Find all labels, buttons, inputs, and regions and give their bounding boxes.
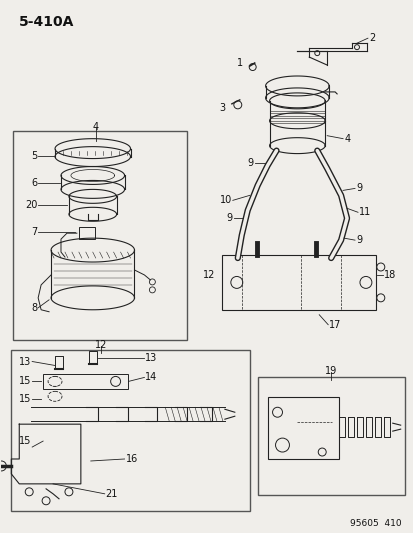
Text: 9: 9: [355, 183, 361, 193]
Bar: [11, 350, 249, 511]
Text: 4: 4: [93, 122, 99, 132]
Text: 10: 10: [219, 196, 231, 205]
Circle shape: [318, 448, 325, 456]
Bar: [221, 255, 375, 310]
Text: 13: 13: [145, 352, 157, 362]
Text: 3: 3: [219, 103, 225, 113]
Circle shape: [272, 407, 282, 417]
Text: 11: 11: [358, 207, 370, 217]
Circle shape: [25, 488, 33, 496]
Text: 6: 6: [31, 179, 37, 189]
Circle shape: [275, 438, 289, 452]
Text: 9: 9: [355, 235, 361, 245]
Circle shape: [149, 279, 155, 285]
Circle shape: [0, 461, 6, 471]
Text: 16: 16: [125, 454, 138, 464]
Text: 2: 2: [368, 33, 374, 43]
Text: 21: 21: [105, 489, 118, 499]
Bar: [267, 397, 338, 459]
Circle shape: [233, 101, 241, 109]
Text: 20: 20: [25, 200, 37, 211]
Circle shape: [376, 294, 384, 302]
Text: 13: 13: [19, 357, 31, 367]
Bar: [257, 377, 404, 495]
Ellipse shape: [48, 376, 62, 386]
Text: 18: 18: [383, 270, 395, 280]
Bar: [78, 227, 95, 239]
Text: 17: 17: [328, 320, 341, 330]
Bar: [13, 131, 187, 340]
Circle shape: [354, 45, 358, 50]
Text: 7: 7: [31, 227, 37, 237]
Circle shape: [314, 51, 319, 55]
Circle shape: [149, 287, 155, 293]
Circle shape: [230, 277, 242, 288]
Circle shape: [359, 277, 371, 288]
Text: 15: 15: [19, 394, 31, 405]
Text: 4: 4: [343, 134, 349, 144]
Text: 12: 12: [202, 270, 214, 280]
Circle shape: [65, 488, 73, 496]
Text: 19: 19: [324, 367, 337, 376]
Circle shape: [110, 376, 120, 386]
Circle shape: [249, 63, 256, 70]
Text: 1: 1: [236, 58, 242, 68]
Text: 14: 14: [145, 373, 157, 382]
Text: 12: 12: [94, 340, 107, 350]
Text: 9: 9: [226, 213, 232, 223]
Text: 5-410A: 5-410A: [19, 15, 74, 29]
Text: 15: 15: [19, 376, 31, 386]
Text: 8: 8: [31, 303, 37, 313]
Text: 95605  410: 95605 410: [349, 519, 401, 528]
Circle shape: [376, 263, 384, 271]
Text: 5: 5: [31, 151, 37, 160]
Circle shape: [42, 497, 50, 505]
Ellipse shape: [48, 391, 62, 401]
Bar: [43, 375, 127, 389]
Circle shape: [50, 376, 60, 386]
Text: 15: 15: [19, 436, 31, 446]
Text: 9: 9: [247, 158, 253, 167]
